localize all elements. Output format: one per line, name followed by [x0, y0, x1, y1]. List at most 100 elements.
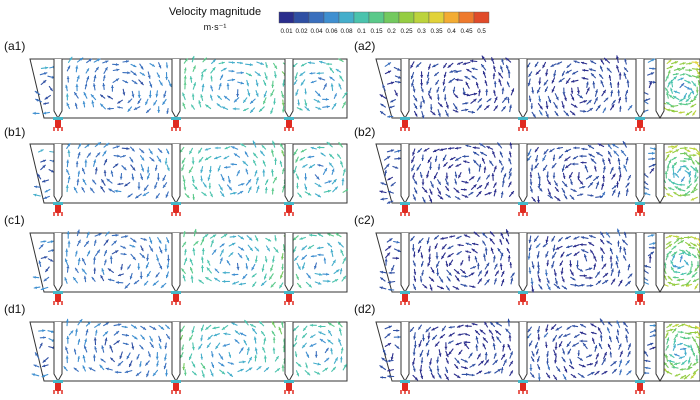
velocity-vector-head: [570, 90, 574, 94]
velocity-vector-head: [670, 328, 673, 332]
velocity-vector-head: [271, 84, 275, 88]
velocity-vector-head: [133, 72, 137, 76]
velocity-vector-head: [327, 189, 331, 193]
legend-swatch: [308, 11, 325, 24]
velocity-vector-head: [684, 151, 687, 155]
velocity-vector-head: [317, 145, 321, 149]
velocity-vector-head: [65, 355, 69, 359]
velocity-vector-head: [667, 108, 670, 112]
velocity-vector-head: [214, 333, 217, 337]
velocity-vector-head: [581, 374, 585, 378]
velocity-vector-head: [680, 236, 684, 240]
velocity-vector-head: [449, 333, 453, 337]
velocity-vector-head: [696, 75, 699, 79]
domain-outline: [29, 58, 348, 119]
velocity-vector-head: [310, 72, 313, 75]
velocity-vector-head: [317, 93, 321, 97]
velocity-vector-head: [604, 371, 607, 374]
velocity-vector-head: [123, 155, 126, 158]
velocity-vector-head: [272, 331, 275, 334]
velocity-vector-head: [412, 152, 415, 156]
velocity-vector-head: [668, 251, 672, 254]
velocity-vector-head: [132, 245, 135, 248]
velocity-vector-head: [627, 351, 631, 355]
velocity-vector-head: [537, 377, 541, 381]
velocity-vector-head: [670, 260, 674, 264]
velocity-vector-head: [210, 373, 214, 377]
velocity-vector-head: [465, 82, 469, 86]
velocity-vector-head: [537, 366, 541, 370]
velocity-vector-head: [74, 368, 77, 371]
velocity-vector-head: [140, 248, 144, 251]
velocity-vector-head: [410, 328, 413, 332]
velocity-vector-head: [156, 258, 160, 262]
velocity-vector-head: [143, 237, 147, 241]
velocity-vector-head: [273, 177, 277, 181]
velocity-vector-head: [580, 339, 583, 343]
velocity-vector-head: [665, 75, 669, 79]
velocity-vector-head: [123, 167, 127, 170]
velocity-vector-head: [104, 331, 108, 335]
velocity-vector-head: [464, 194, 468, 198]
velocity-vector-head: [311, 254, 314, 258]
velocity-vector-head: [591, 73, 595, 77]
legend: Velocity magnitude m·s⁻¹ 0.01 0.02 0.04 0.0…: [169, 6, 490, 35]
velocity-vector-head: [652, 67, 655, 70]
velocity-vector-head: [545, 89, 548, 92]
velocity-vector-head: [567, 326, 570, 330]
velocity-vector-head: [100, 94, 104, 98]
velocity-vector-head: [232, 242, 235, 246]
velocity-vector-head: [564, 369, 568, 373]
velocity-vector-head: [665, 88, 668, 91]
velocity-vector-head: [471, 272, 474, 276]
velocity-vector-head: [413, 263, 416, 266]
velocity-vector-head: [679, 356, 682, 359]
velocity-vector-head: [75, 268, 78, 271]
velocity-vector-head: [672, 366, 675, 369]
velocity-vector-head: [207, 260, 210, 263]
velocity-vector-head: [220, 249, 224, 253]
velocity-vector-head: [255, 238, 259, 241]
panel-label: (c1): [4, 213, 25, 227]
velocity-vector-head: [435, 256, 439, 259]
velocity-vector-head: [456, 189, 459, 193]
velocity-vector-head: [586, 82, 589, 85]
velocity-vector-head: [205, 148, 208, 151]
velocity-vector-head: [607, 68, 610, 71]
inlet-jet-base: [284, 202, 294, 205]
velocity-vector-head: [64, 259, 68, 262]
velocity-vector-head: [115, 331, 119, 335]
velocity-vector-head: [66, 103, 70, 106]
velocity-vector-head: [596, 182, 600, 185]
velocity-vector-head: [552, 175, 556, 179]
velocity-vector-head: [567, 351, 571, 355]
velocity-vector-head: [160, 326, 164, 330]
velocity-vector-head: [214, 156, 218, 160]
velocity-vector-head: [412, 89, 416, 92]
velocity-vector-head: [413, 286, 416, 290]
velocity-vector-head: [248, 73, 252, 76]
velocity-vector-head: [430, 184, 434, 188]
velocity-vector-head: [665, 332, 669, 336]
velocity-vector-head: [472, 285, 475, 288]
velocity-vector-head: [110, 357, 114, 361]
velocity-vector-head: [108, 268, 112, 272]
velocity-vector-head: [460, 262, 463, 266]
velocity-vector-head: [557, 146, 560, 150]
velocity-vector-head: [485, 359, 489, 363]
velocity-vector-head: [564, 183, 567, 187]
velocity-vector-head: [293, 249, 296, 253]
velocity-vector-head: [501, 271, 505, 275]
velocity-vector-head: [272, 141, 275, 144]
velocity-vector-head: [497, 142, 501, 146]
velocity-vector-head: [240, 81, 244, 85]
velocity-vector-head: [537, 279, 541, 282]
velocity-vector-head: [558, 335, 562, 339]
velocity-vector-head: [35, 352, 38, 356]
velocity-vector-head: [236, 266, 240, 270]
velocity-vector-head: [545, 345, 548, 348]
velocity-vector-head: [448, 146, 451, 150]
velocity-vector-head: [318, 331, 322, 335]
velocity-vector-head: [537, 329, 541, 333]
velocity-vector-head: [422, 199, 426, 203]
